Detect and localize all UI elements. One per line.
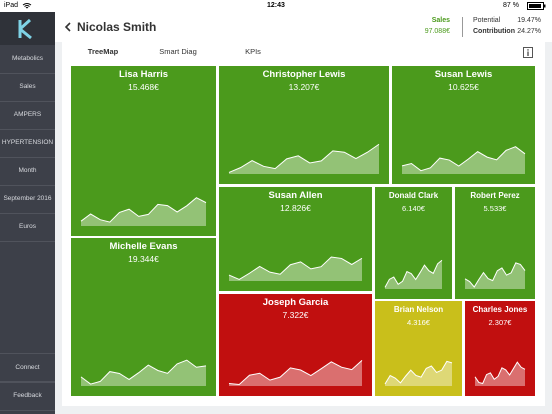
tile-background (219, 187, 372, 291)
back-button[interactable] (64, 22, 72, 32)
tile-background (375, 301, 462, 396)
sparkline (464, 262, 526, 288)
sparkline (401, 146, 526, 172)
tile-value: 13.207€ (289, 82, 320, 92)
tile-background (71, 238, 216, 396)
tab[interactable]: TreeMap (87, 47, 119, 56)
divider (462, 17, 463, 37)
wifi-icon (22, 3, 32, 9)
tile-value: 6.140€ (402, 204, 426, 213)
sidebar-item[interactable]: Euros (0, 213, 55, 242)
sidebar-item[interactable]: AMPERS (0, 101, 55, 130)
tile-name: Susan Allen (268, 190, 322, 201)
tile-value: 2.307€ (489, 318, 513, 327)
sparkline (80, 359, 207, 385)
sparkline-area (229, 257, 362, 281)
tile-name: Christopher Lewis (263, 69, 346, 80)
sidebar-footer-item[interactable]: Connect (0, 353, 55, 383)
sidebar-item[interactable]: Month (0, 157, 55, 186)
sparkline-area (402, 146, 525, 174)
sidebar-item[interactable]: Metabolics (0, 45, 55, 74)
sparkline-area (475, 362, 525, 386)
tile-background (392, 66, 535, 184)
header: Nicolas Smith Sales 97.088€ Potential 19… (55, 12, 552, 42)
sparkline-area (81, 197, 206, 226)
tile-value: 19.344€ (128, 254, 159, 264)
treemap-tile[interactable]: Michelle Evans 19.344€ (71, 238, 216, 396)
sparkline (384, 259, 443, 288)
sparkline-area (229, 144, 379, 174)
contribution-label: Contribution (473, 28, 515, 35)
tile-value: 12.826€ (280, 203, 311, 213)
sparkline-area (385, 361, 452, 386)
sidebar-item[interactable]: Sales (0, 73, 55, 102)
logo (0, 12, 55, 45)
treemap-tile[interactable]: Donald Clark 6.140€ (375, 187, 452, 299)
sparkline (228, 256, 363, 281)
content-card: Lisa Harris 15.468€ Michelle Evans 19.344€ C… (62, 42, 545, 406)
treemap-tile[interactable]: Susan Lewis 10.625€ (392, 66, 535, 184)
tile-value: 15.468€ (128, 82, 159, 92)
treemap-tile[interactable]: Brian Nelson 4.316€ (375, 301, 462, 396)
treemap-tile[interactable]: Lisa Harris 15.468€ (71, 66, 216, 236)
potential-label: Potential (473, 17, 501, 24)
tile-background (465, 301, 535, 396)
tile-name: Brian Nelson (394, 305, 443, 314)
tile-name: Susan Lewis (435, 69, 493, 80)
battery-percent: 87 % (503, 2, 519, 9)
tile-value: 10.625€ (448, 82, 479, 92)
sparkline (384, 360, 453, 385)
clock: 12:43 (267, 2, 285, 9)
tab[interactable]: Smart Diag (159, 47, 197, 56)
treemap-tile[interactable]: Susan Allen 12.826€ (219, 187, 372, 291)
tile-value: 7.322€ (283, 310, 309, 320)
tile-name: Joseph Garcia (263, 297, 329, 308)
battery-icon (527, 2, 546, 10)
treemap-tile[interactable]: Charles Jones 2.307€ (465, 301, 535, 396)
tile-background (375, 187, 452, 299)
tab[interactable]: KPIs (245, 47, 261, 56)
tile-value: 5.533€ (484, 204, 508, 213)
treemap-tile[interactable]: Joseph Garcia 7.322€ (219, 294, 372, 396)
tile-name: Donald Clark (389, 191, 439, 200)
sidebar-item[interactable]: September 2016 (0, 185, 55, 214)
sidebar-item[interactable]: HYPERTENSION (0, 129, 55, 158)
sparkline (474, 361, 526, 385)
tile-name: Michelle Evans (109, 241, 177, 252)
page-title: Nicolas Smith (77, 20, 157, 34)
sparkline-area (229, 360, 362, 386)
tile-name: Lisa Harris (119, 69, 168, 80)
info-button[interactable] (523, 47, 533, 58)
sparkline-area (385, 260, 442, 289)
treemap-tile[interactable]: Christopher Lewis 13.207€ (219, 66, 389, 184)
sparkline (228, 143, 380, 173)
tile-name: Charles Jones (473, 305, 528, 314)
tile-value: 4.316€ (407, 318, 431, 327)
sidebar-footer-item[interactable]: Feedback (0, 381, 55, 411)
treemap: Lisa Harris 15.468€ Michelle Evans 19.344€ C… (71, 66, 535, 396)
potential-value: 19.47% (517, 17, 541, 24)
sales-value: 97.088€ (424, 28, 450, 35)
sales-label: Sales (431, 17, 450, 24)
tile-background (71, 66, 216, 236)
tile-name: Robert Perez (470, 191, 519, 200)
tile-background (219, 294, 372, 396)
contribution-value: 24.27% (517, 28, 541, 35)
sidebar: Metabolics Sales AMPERS HYPERTENSION Month Se… (0, 12, 55, 414)
tile-background (219, 66, 389, 184)
treemap-tile[interactable]: Robert Perez 5.533€ (455, 187, 535, 299)
status-bar: iPad 12:43 87 % (0, 0, 552, 12)
sparkline (228, 360, 363, 385)
device-label: iPad (4, 2, 19, 9)
sparkline (80, 197, 207, 223)
